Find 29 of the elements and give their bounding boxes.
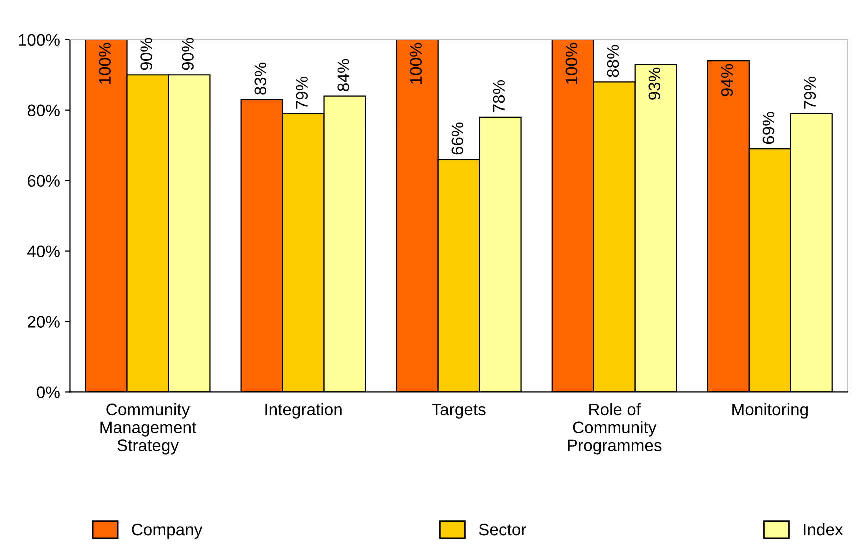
data-label: 100%	[566, 43, 578, 84]
data-label: 79%	[804, 76, 816, 109]
data-label: 84%	[338, 59, 350, 92]
legend-label: Index	[804, 523, 844, 536]
data-label: 83%	[254, 62, 267, 95]
y-tick-label: 100%	[19, 34, 60, 46]
legend-label: Sector	[479, 524, 526, 536]
y-tick-label: 0%	[37, 386, 60, 398]
data-label: 90%	[182, 38, 194, 70]
legend-label: Company	[132, 524, 203, 539]
x-tick-label: Role of Community Programmes	[568, 403, 662, 455]
data-label: 79%	[296, 76, 308, 109]
data-label: 69%	[762, 112, 775, 144]
data-label: 88%	[607, 45, 620, 78]
data-label: 66%	[452, 122, 464, 155]
data-label: 100%	[410, 43, 422, 84]
data-label: 94%	[721, 64, 734, 96]
data-label: 90%	[140, 38, 152, 70]
data-label: 78%	[493, 80, 506, 112]
data-label: 93%	[648, 68, 661, 100]
x-tick-label: Community Management Strategy	[100, 403, 197, 455]
x-tick-label: Monitoring	[732, 403, 808, 419]
x-tick-label: Targets	[432, 404, 486, 419]
y-tick-label: 40%	[28, 246, 60, 258]
y-tick-label: 60%	[28, 175, 60, 188]
data-label: 100%	[99, 43, 111, 84]
x-tick-label: Integration	[266, 403, 342, 419]
y-tick-label: 20%	[28, 316, 60, 328]
y-tick-label: 80%	[28, 104, 60, 117]
